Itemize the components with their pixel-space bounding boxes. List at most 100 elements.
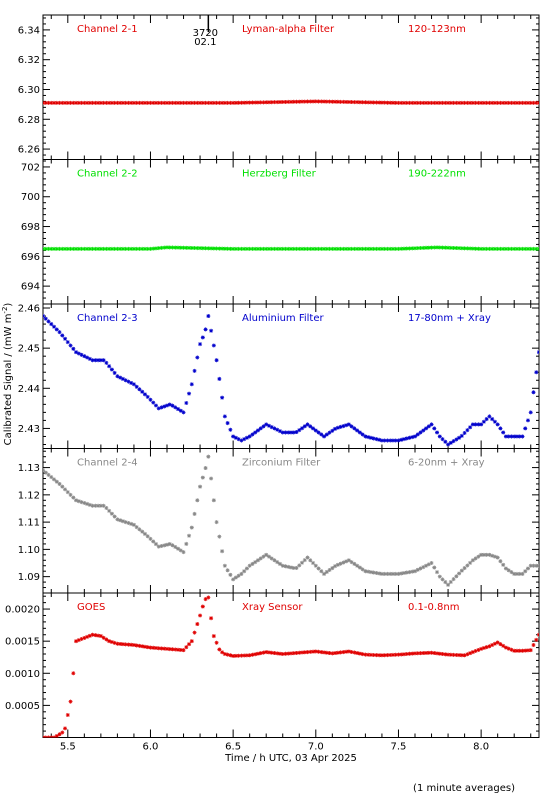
data-point (87, 246, 92, 251)
data-point (181, 648, 186, 653)
data-point (137, 527, 142, 532)
data-point (437, 574, 442, 579)
data-point (145, 100, 150, 105)
data-point (363, 246, 368, 251)
data-point (101, 246, 106, 251)
data-point (82, 100, 87, 105)
data-point (432, 426, 437, 431)
data-point (192, 368, 197, 373)
data-point (517, 571, 522, 576)
data-point (308, 99, 313, 104)
data-point (57, 330, 62, 335)
data-point (377, 246, 382, 251)
data-point (54, 100, 59, 105)
data-point (454, 100, 459, 105)
data-point (322, 650, 327, 655)
data-point (462, 431, 467, 436)
data-point (118, 375, 123, 380)
data-point (506, 646, 511, 651)
data-point (173, 100, 178, 105)
wavelength-band: 120-123nm (408, 24, 466, 35)
data-point (470, 100, 475, 105)
data-point (228, 100, 233, 105)
data-point (209, 328, 214, 333)
data-point (71, 671, 76, 676)
data-point (379, 653, 384, 658)
data-point (520, 100, 525, 105)
data-point (217, 647, 222, 652)
data-point (93, 246, 98, 251)
time-marker-label-bottom: 02.1 (194, 37, 216, 48)
data-point (501, 100, 506, 105)
data-point (333, 564, 338, 569)
data-point (189, 245, 194, 250)
data-point (523, 246, 528, 251)
data-point (65, 100, 70, 105)
data-point (498, 100, 503, 105)
data-point (476, 246, 481, 251)
data-point (129, 521, 134, 526)
y-tick-label: 6.32 (18, 55, 40, 66)
data-point (96, 100, 101, 105)
data-point (432, 565, 437, 570)
data-point (60, 730, 65, 735)
data-point (217, 100, 222, 105)
data-point (165, 542, 169, 547)
data-point (413, 569, 417, 574)
data-point (220, 100, 225, 105)
data-point (283, 99, 288, 104)
data-point (393, 571, 398, 576)
data-point (71, 100, 76, 105)
data-point (382, 438, 387, 443)
data-point (476, 554, 481, 559)
data-point (344, 99, 349, 104)
data-point (415, 567, 420, 572)
data-point (313, 428, 318, 433)
data-point (250, 246, 255, 251)
data-point (239, 438, 244, 443)
data-point (148, 397, 153, 402)
data-point (151, 645, 156, 650)
data-point (335, 99, 340, 104)
data-point (363, 434, 368, 439)
data-point (126, 100, 131, 105)
data-point (302, 558, 307, 563)
data-point (211, 246, 216, 251)
data-point (112, 100, 117, 105)
data-point (184, 100, 189, 105)
data-point (280, 563, 285, 568)
data-point (90, 100, 95, 105)
data-point (65, 713, 70, 718)
data-point (140, 100, 145, 105)
panel-frame (42, 14, 540, 160)
data-point (63, 100, 68, 105)
data-point (357, 430, 362, 435)
y-tick-label: 0.0005 (5, 701, 40, 712)
data-point (71, 346, 76, 351)
data-point (305, 246, 310, 251)
data-point (451, 100, 456, 105)
y-tick-label: 2.43 (18, 424, 40, 435)
data-point (462, 653, 467, 658)
data-point (338, 650, 343, 655)
data-point (187, 533, 192, 538)
data-point (390, 652, 395, 657)
data-point (189, 100, 194, 105)
data-point (184, 245, 189, 250)
data-point (87, 356, 92, 361)
data-point (341, 246, 346, 251)
data-point (286, 651, 291, 656)
y-tick-label: 696 (21, 252, 40, 263)
data-point (225, 421, 230, 426)
data-point (104, 360, 109, 365)
data-point (167, 542, 172, 547)
data-point (134, 100, 139, 105)
data-point (93, 100, 98, 105)
data-point (468, 651, 473, 656)
data-point (266, 246, 271, 251)
data-point (200, 475, 205, 480)
data-point (275, 100, 280, 105)
data-point (242, 569, 247, 574)
data-point (501, 246, 506, 251)
data-point (523, 100, 528, 105)
